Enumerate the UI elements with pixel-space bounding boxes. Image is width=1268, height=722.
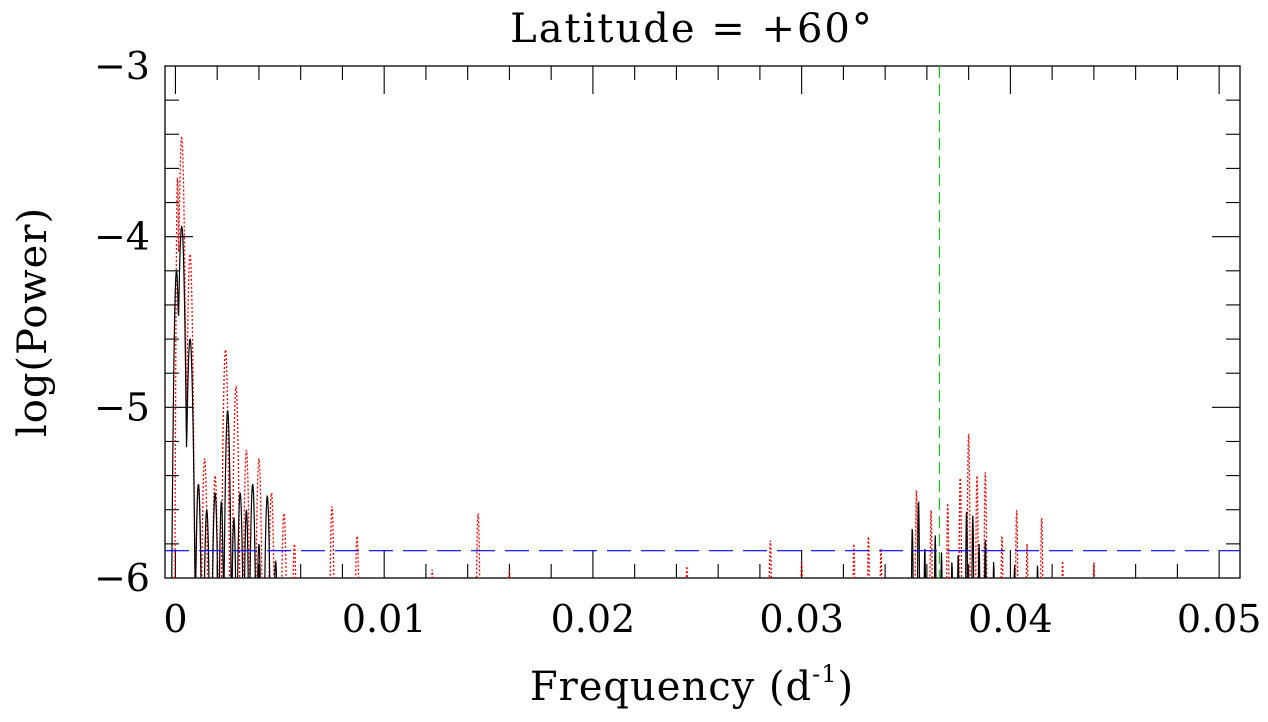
y-tick-label: −3: [94, 44, 150, 88]
y-tick-label: −6: [94, 556, 150, 600]
x-axis-label: Frequency (d-1): [530, 660, 854, 710]
x-tick-label: 0.03: [759, 597, 844, 641]
x-axis-label-superscript: -1: [812, 660, 837, 688]
chart-title: Latitude = +60°: [510, 6, 874, 52]
series-dotted-line: [174, 136, 1096, 578]
axis-ticks: [165, 65, 1240, 579]
x-tick-label: 0.05: [1177, 597, 1262, 641]
y-tick-label: −4: [94, 215, 150, 259]
y-axis-label: log(Power): [10, 207, 56, 437]
y-tick-label: −5: [94, 385, 150, 429]
plot-frame: [164, 65, 1241, 579]
series-solid-line: [171, 225, 1039, 578]
x-tick-label: 0.01: [342, 597, 427, 641]
x-tick-label: 0.04: [968, 597, 1053, 641]
x-axis-label-close: ): [838, 664, 855, 710]
y-tick-labels: −3 −4 −5 −6: [94, 44, 150, 600]
x-tick-label: 0.02: [551, 597, 636, 641]
x-tick-labels: 0 0.01 0.02 0.03 0.04 0.05: [163, 597, 1261, 641]
plot-area: [165, 66, 1240, 578]
x-axis-label-main: Frequency (d: [530, 664, 812, 710]
x-tick-label: 0: [163, 597, 187, 641]
